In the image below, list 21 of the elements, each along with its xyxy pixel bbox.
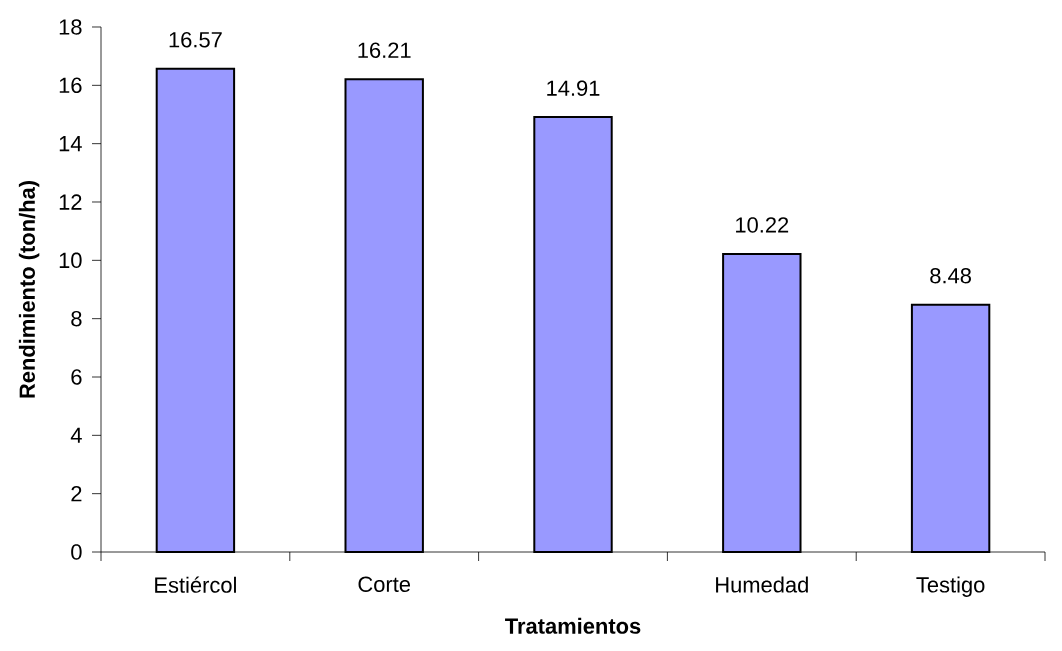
y-tick-label: 0 (71, 544, 82, 560)
y-axis-title: Rendimiento (ton/ha) (18, 181, 40, 398)
data-label: 10.22 (736, 217, 789, 233)
data-label: 16.57 (169, 31, 222, 48)
y-tick-label: 4 (70, 427, 82, 443)
data-label: 16.21 (358, 42, 411, 59)
y-tick-label: 18 (59, 19, 82, 35)
y-tick-label: 8 (71, 310, 82, 327)
data-label: 8.48 (930, 267, 971, 284)
y-tick-label: 12 (59, 194, 82, 210)
data-label: 14.91 (547, 80, 600, 96)
y-tick-label: 16 (59, 77, 82, 94)
x-tick-label: Testigo (916, 576, 985, 597)
x-tick-label: Estiércol (155, 576, 236, 593)
x-tick-label: Humedad (716, 576, 808, 593)
x-axis-title: Tratamientos (505, 617, 641, 634)
y-tick-label: 14 (59, 136, 82, 152)
y-tick-label: 6 (71, 369, 82, 385)
y-tick-label: 10 (59, 252, 82, 269)
x-tick-label: Corte (358, 576, 411, 593)
y-tick-label: 2 (71, 486, 82, 502)
